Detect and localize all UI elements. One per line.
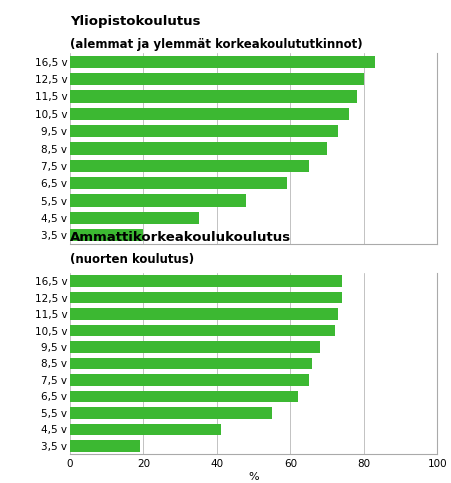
Bar [70, 358, 313, 369]
Bar [70, 374, 309, 386]
Bar [70, 90, 357, 102]
Bar [70, 108, 349, 120]
Bar [70, 212, 198, 224]
Bar [70, 229, 143, 242]
Bar [70, 56, 375, 68]
Text: (nuorten koulutus): (nuorten koulutus) [70, 253, 194, 266]
Bar [70, 125, 338, 137]
Bar [70, 391, 298, 402]
Bar [70, 341, 320, 353]
Bar [70, 73, 364, 85]
Bar [70, 160, 309, 172]
Text: Ammattikorkeakoulukoulutus: Ammattikorkeakoulukoulutus [70, 231, 291, 244]
Bar [70, 177, 287, 189]
Bar [70, 308, 338, 320]
Bar [70, 407, 272, 419]
Bar [70, 440, 140, 452]
Text: (alemmat ja ylemmät korkeakoulututkinnot): (alemmat ja ylemmät korkeakoulututkinnot… [70, 38, 363, 51]
Bar [70, 292, 342, 303]
Bar [70, 142, 327, 155]
X-axis label: %: % [249, 472, 259, 482]
Text: Yliopistokoulutus: Yliopistokoulutus [70, 15, 200, 28]
Bar [70, 195, 246, 207]
Bar [70, 424, 221, 435]
Bar [70, 325, 335, 336]
Bar [70, 275, 342, 287]
